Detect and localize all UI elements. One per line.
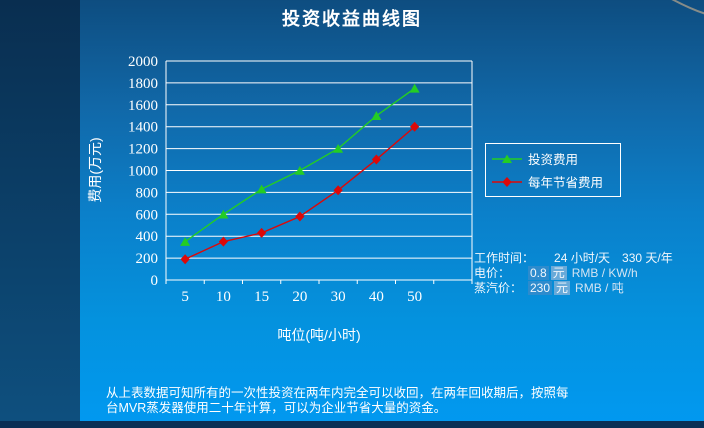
data-point-marker	[295, 211, 305, 222]
conclusion-text: 从上表数据可知所有的一次性投资在两年内完全可以收回，在两年回收期后，按照每台MV…	[106, 386, 569, 415]
legend-label: 每年节省费用	[528, 176, 604, 190]
x-tick-label: 5	[181, 289, 189, 305]
x-axis-title: 吨位(吨/小时)	[277, 327, 360, 343]
x-tick-label: 10	[216, 289, 231, 305]
steam-price-row: 蒸汽价： 230 元 RMB / 吨	[474, 281, 700, 296]
steam-price-label: 蒸汽价：	[474, 281, 523, 295]
x-tick-label: 20	[292, 289, 307, 305]
data-point-marker	[294, 165, 305, 175]
working-time-row: 工作时间： 24 小时/天 330 天/年	[474, 251, 700, 266]
y-tick-label: 0	[151, 273, 159, 289]
electricity-price-unit: 元	[550, 266, 567, 280]
working-time-label: 工作时间：	[474, 251, 535, 265]
steam-price-value: 230 元 RMB / 吨	[528, 281, 624, 296]
data-point-marker	[218, 236, 228, 247]
working-time-value: 24 小时/天 330 天/年	[554, 251, 673, 265]
data-point-marker	[218, 209, 229, 219]
x-tick-label: 15	[254, 289, 269, 305]
data-point-marker	[256, 184, 267, 194]
chart-legend: 投资费用 每年节省费用	[485, 143, 621, 197]
y-tick-label: 600	[136, 207, 159, 223]
series-line-每年节省费用	[184, 126, 416, 260]
y-axis-title: 费用(万元)	[87, 137, 103, 202]
x-tick-label: 40	[369, 289, 384, 305]
y-tick-label: 1600	[128, 98, 158, 114]
electricity-price-row: 电价： 0.8 元 RMB / KW/h	[474, 266, 700, 281]
y-tick-label: 1400	[128, 120, 158, 136]
electricity-price-label: 电价：	[474, 266, 511, 280]
x-tick-label: 50	[407, 289, 422, 305]
left-accent-band	[0, 0, 80, 428]
y-tick-label: 1000	[128, 164, 158, 180]
electricity-price-value: 0.8 元 RMB / KW/h	[528, 266, 638, 281]
y-tick-label: 800	[136, 185, 159, 201]
chart-plot-area: 0 200 400 600 800 1000 1200 1400 1600 1800 2000 5 10…	[128, 54, 473, 305]
data-point-marker	[333, 185, 343, 196]
steam-price-number: 230	[528, 281, 553, 295]
data-point-marker	[371, 111, 382, 120]
data-point-marker	[410, 121, 420, 132]
legend-triangle-marker-icon	[492, 154, 522, 163]
x-tick-label: 30	[331, 289, 346, 305]
legend-label: 投资费用	[528, 153, 579, 167]
y-tick-label: 1200	[128, 142, 158, 158]
steam-price-suffix: RMB / 吨	[575, 281, 624, 295]
y-tick-label: 1800	[128, 76, 158, 92]
legend-item-investment-cost: 投资费用	[492, 149, 614, 168]
legend-item-annual-savings: 每年节省费用	[492, 172, 614, 191]
steam-price-unit: 元	[554, 281, 571, 295]
data-point-marker	[333, 144, 344, 153]
bottom-edge-strip	[0, 421, 704, 428]
data-point-marker	[371, 154, 381, 165]
data-point-marker	[180, 254, 190, 265]
parameters-panel: 工作时间： 24 小时/天 330 天/年 电价： 0.8 元 RMB / KW/h…	[474, 251, 700, 296]
data-point-marker	[409, 83, 420, 93]
electricity-price-number: 0.8	[528, 266, 549, 280]
legend-diamond-marker-icon	[492, 176, 522, 187]
slide-title: 投资收益曲线图	[282, 9, 422, 29]
y-tick-label: 200	[136, 251, 159, 267]
y-tick-label: 400	[136, 229, 159, 245]
data-point-marker	[257, 227, 267, 238]
data-point-marker	[180, 237, 191, 246]
y-tick-label: 2000	[128, 54, 158, 70]
electricity-price-suffix: RMB / KW/h	[571, 266, 638, 280]
